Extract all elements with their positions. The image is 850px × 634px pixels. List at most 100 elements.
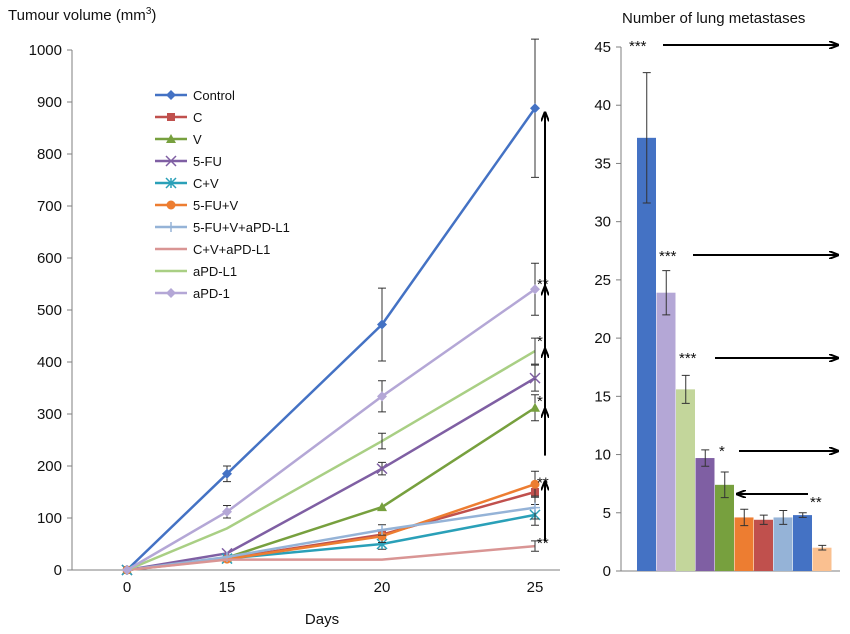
legend-label: aPD-1	[193, 286, 230, 301]
significance-label: ***	[679, 350, 697, 367]
bar	[637, 137, 656, 571]
line-chart-title: Tumour volume (mm3)	[8, 6, 156, 24]
legend-item: C	[155, 110, 202, 125]
circle-marker	[166, 200, 176, 210]
bar	[695, 458, 715, 571]
legend-label: 5-FU	[193, 154, 222, 169]
significance-label: **	[537, 276, 549, 293]
y-tick-label: 30	[594, 214, 611, 231]
error-bar	[662, 270, 671, 316]
legend-label: Control	[193, 88, 235, 103]
error-bar	[531, 337, 539, 365]
series-line	[126, 506, 536, 572]
significance-label: **	[810, 494, 822, 511]
plus-marker	[166, 222, 176, 232]
legend-item: C+V+aPD-L1	[155, 242, 270, 257]
circle-marker	[377, 531, 387, 541]
line-chart-x-label: Days	[305, 611, 339, 628]
bar-group	[793, 512, 812, 571]
bar-group	[637, 72, 656, 571]
significance-label: *	[537, 393, 543, 410]
diamond-marker	[530, 284, 540, 295]
bar-chart-axes: 0 5 10 15 20 25 30 35 40 45	[594, 39, 840, 580]
error-bar	[642, 72, 651, 204]
bar-group	[734, 508, 754, 571]
diamond-marker	[222, 506, 232, 517]
bar	[773, 517, 793, 571]
diamond-marker	[166, 288, 176, 298]
legend-label: V	[193, 132, 202, 147]
legend-item: 5-FU+V+aPD-L1	[155, 220, 290, 235]
y-tick-label: 700	[37, 198, 62, 215]
y-tick-label: 1000	[29, 42, 62, 59]
triangle-marker	[530, 402, 540, 412]
error-bar	[701, 449, 710, 467]
y-tick-label: 900	[37, 94, 62, 111]
bar-group	[676, 374, 695, 571]
error-bar	[681, 374, 690, 404]
y-tick-label: 5	[603, 505, 611, 522]
series-c-v-apd-l1	[126, 540, 539, 572]
legend-item: Control	[155, 88, 235, 103]
significance-label: ***	[659, 248, 677, 265]
series-line	[126, 350, 536, 572]
bar-group	[715, 471, 734, 571]
legend-label: 5-FU+V+aPD-L1	[193, 220, 290, 235]
y-tick-label: 800	[37, 146, 62, 163]
y-tick-label: 600	[37, 250, 62, 267]
legend-label: 5-FU+V	[193, 198, 238, 213]
bar-group	[656, 270, 676, 571]
line-chart-axes: 0 100 200 300 400 500 600 700 800 900 1000 0 15 20 25	[29, 42, 560, 596]
significance-label: ***	[629, 38, 647, 55]
triangle-marker	[377, 502, 387, 512]
line-chart-plot	[121, 38, 541, 576]
star-marker	[165, 177, 177, 189]
legend-item: V	[155, 132, 202, 147]
x-tick-label: 15	[219, 579, 236, 596]
bar	[734, 517, 754, 571]
y-tick-label: 15	[594, 388, 611, 405]
legend-item: C+V	[155, 176, 219, 191]
series-apd-1	[122, 262, 540, 575]
diamond-marker	[530, 103, 540, 114]
legend-item: 5-FU+V	[155, 198, 238, 213]
y-tick-label: 45	[594, 39, 611, 56]
y-tick-label: 500	[37, 302, 62, 319]
line-chart-annotations: ********	[537, 112, 549, 552]
error-bar	[740, 508, 749, 527]
circle-marker	[530, 479, 540, 489]
bar	[656, 292, 676, 571]
diamond-marker	[377, 391, 387, 402]
error-bar	[818, 544, 827, 551]
error-bar	[798, 512, 807, 518]
square-marker	[167, 113, 175, 121]
bar	[812, 547, 832, 571]
significance-label: **	[537, 535, 549, 552]
x-marker	[529, 372, 541, 384]
legend-label: C+V+aPD-L1	[193, 242, 270, 257]
y-tick-label: 40	[594, 97, 611, 114]
series-line	[126, 288, 536, 572]
y-tick-label: 100	[37, 510, 62, 527]
legend-item: 5-FU	[155, 154, 222, 169]
y-tick-label: 300	[37, 406, 62, 423]
significance-label: *	[537, 333, 543, 350]
plus-marker	[377, 524, 387, 535]
x-marker	[165, 155, 177, 167]
legend-label: C	[193, 110, 202, 125]
diamond-marker	[122, 565, 132, 575]
series-line	[126, 544, 536, 572]
significance-label: *	[719, 443, 725, 460]
legend-label: C+V	[193, 176, 219, 191]
diamond-marker	[222, 468, 232, 479]
y-tick-label: 35	[594, 155, 611, 172]
diamond-marker	[377, 319, 387, 330]
bar-group	[812, 544, 832, 571]
bar-group	[695, 449, 715, 571]
error-bar	[759, 514, 768, 525]
y-tick-label: 25	[594, 272, 611, 289]
y-tick-label: 20	[594, 330, 611, 347]
error-bar	[378, 432, 386, 450]
series-control	[122, 38, 540, 575]
